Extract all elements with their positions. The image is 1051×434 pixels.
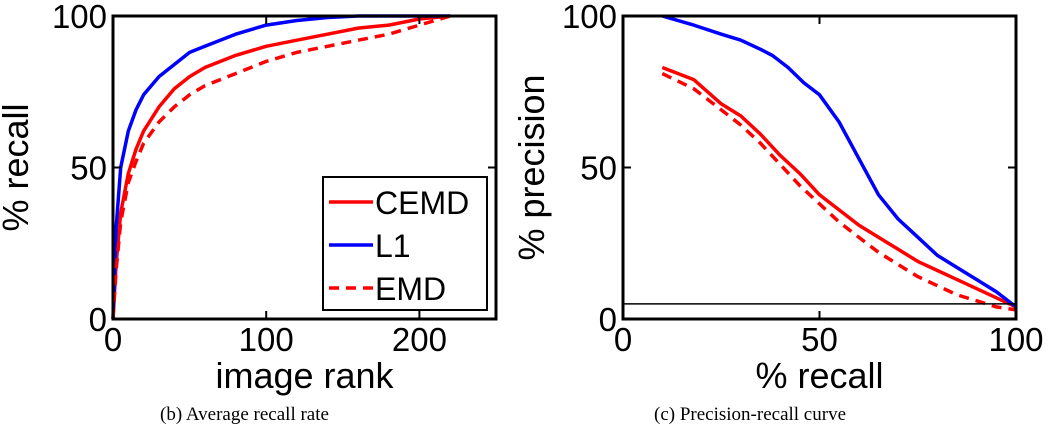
legend-label-cemd: CEMD [375,185,469,221]
series-line-cemd [111,14,451,320]
precision-recall-chart: 0 50 100 0 50 100 % recall % precision [511,0,1044,396]
y-tick-label: 100 [52,0,107,35]
y-tick-label: 0 [89,301,107,338]
y-tick-label: 100 [562,0,617,35]
caption-average-recall: (b) Average recall rate [160,404,329,425]
x-axis-label: % recall [755,355,883,396]
series-line-emd [661,72,1017,312]
y-axis-label: % precision [511,74,552,260]
y-tick-label: 0 [599,301,617,338]
series-line-cemd [661,65,1017,309]
x-tick-label: 200 [392,321,447,358]
x-tick-label: 0 [104,321,122,358]
axes-frame [621,14,1018,321]
legend-label-emd: EMD [375,271,446,307]
legend-label-l1: L1 [375,228,411,264]
x-axis-label: image rank [215,355,394,396]
series-line-l1 [661,14,1018,309]
y-tick-label: 50 [580,150,617,187]
y-tick-label: 50 [70,150,107,187]
x-tick-label: 50 [801,321,838,358]
series-line-emd [111,14,451,320]
x-tick-label: 100 [239,321,294,358]
x-tick-label: 0 [614,321,632,358]
y-axis-label: % recall [0,103,36,231]
caption-precision-recall: (c) Precision-recall curve [654,404,847,425]
x-tick-label: 100 [988,321,1043,358]
